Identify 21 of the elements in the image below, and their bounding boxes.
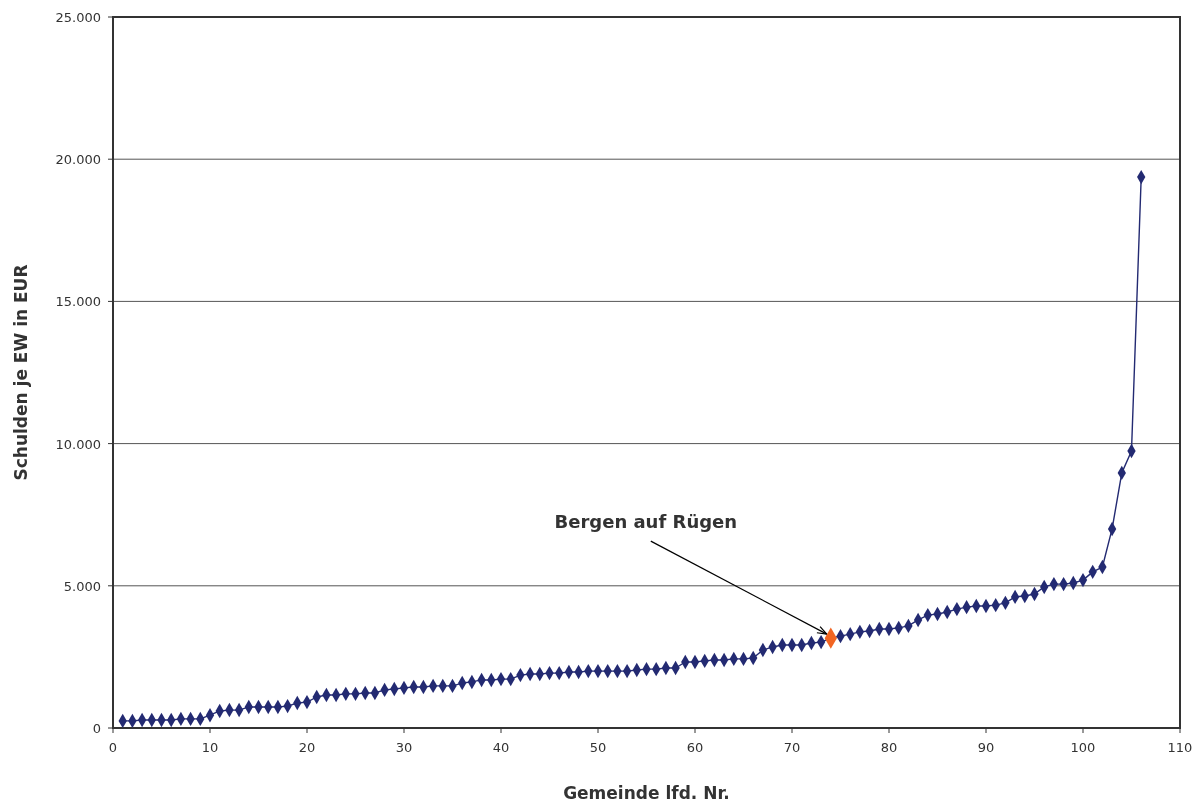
- x-axis-title: Gemeinde lfd. Nr.: [563, 783, 730, 802]
- x-tick-label: 0: [108, 740, 118, 755]
- x-tick-label: 110: [1167, 740, 1193, 755]
- x-tick-label: 10: [201, 740, 219, 755]
- x-tick-label: 90: [977, 740, 995, 755]
- y-tick-label: 20.000: [55, 152, 101, 168]
- y-axis-title: Schulden je EW in EUR: [11, 264, 31, 481]
- x-tick-label: 50: [589, 740, 607, 755]
- x-tick-label: 30: [395, 740, 413, 755]
- y-tick-label: 25.000: [55, 10, 101, 25]
- x-tick-label: 60: [686, 740, 704, 755]
- y-tick-label: 10.000: [55, 436, 101, 452]
- x-tick-label: 100: [1070, 740, 1096, 755]
- annotation: Bergen auf Rügen: [554, 511, 738, 533]
- y-tick-label: 15.000: [55, 294, 101, 310]
- x-tick-label: 80: [880, 740, 898, 755]
- x-tick-label: 40: [492, 740, 510, 755]
- y-tick-label: 5.000: [63, 578, 101, 594]
- x-tick-label: 70: [783, 740, 801, 755]
- y-tick-label: 0: [92, 721, 101, 736]
- x-tick-label: 20: [298, 740, 316, 755]
